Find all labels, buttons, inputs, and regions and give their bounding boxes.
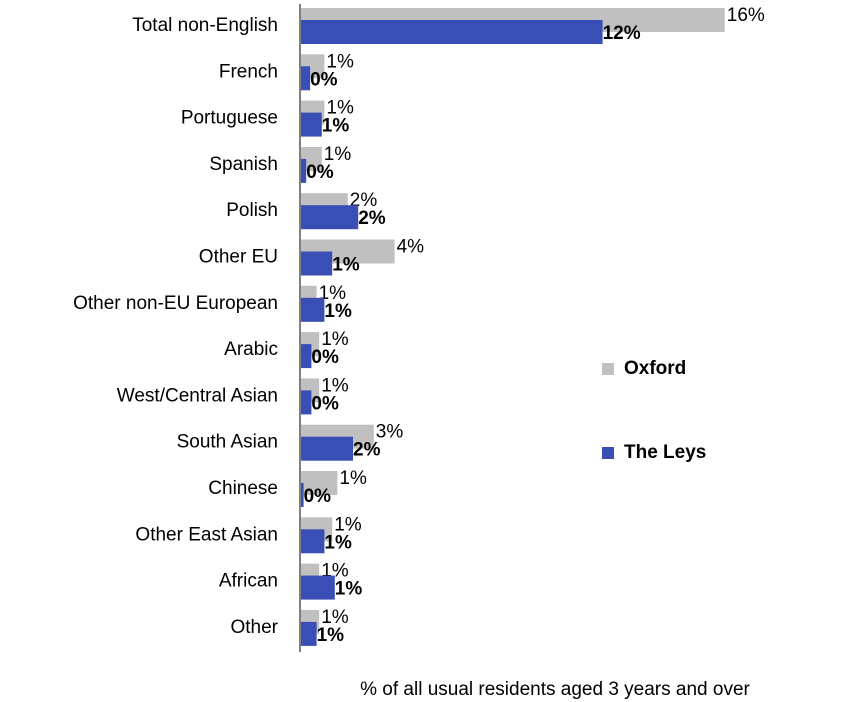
- value-label: 4%: [397, 237, 425, 258]
- y-tick-label: West/Central Asian: [117, 385, 278, 406]
- value-label: 1%: [324, 532, 352, 553]
- y-tick-label: Other: [230, 617, 278, 638]
- bar: [301, 529, 325, 554]
- value-label: 1%: [339, 468, 367, 489]
- bar: [301, 158, 307, 183]
- bar: [301, 471, 338, 495]
- value-label: 1%: [321, 329, 349, 350]
- value-label: 1%: [326, 51, 354, 72]
- y-tick-label: Other East Asian: [135, 524, 278, 545]
- value-label: 1%: [326, 98, 354, 119]
- y-tick-label: French: [219, 61, 278, 82]
- bar: [301, 436, 353, 461]
- value-label: 2%: [353, 440, 381, 461]
- legend-label: The Leys: [624, 442, 706, 463]
- bar: [301, 621, 317, 646]
- value-label: 0%: [306, 162, 334, 183]
- value-label: 12%: [603, 23, 641, 44]
- value-label: 0%: [310, 69, 338, 90]
- y-tick-label: Other non-EU European: [73, 293, 278, 314]
- y-tick-label: Spanish: [209, 154, 278, 175]
- value-label: 3%: [376, 422, 404, 443]
- y-tick-label: Other EU: [199, 247, 278, 268]
- value-label: 1%: [335, 579, 363, 600]
- y-tick-label: Polish: [226, 200, 278, 221]
- y-tick-label: Arabic: [224, 339, 278, 360]
- value-label: 1%: [334, 514, 362, 535]
- value-label: 1%: [324, 301, 352, 322]
- bar: [301, 390, 312, 415]
- legend-label: Oxford: [624, 358, 686, 379]
- value-label: 1%: [319, 283, 347, 304]
- y-tick-label: Chinese: [208, 478, 278, 499]
- y-tick-label: Portuguese: [181, 108, 278, 129]
- value-label: 2%: [358, 208, 386, 229]
- legend-swatch: [602, 447, 614, 459]
- y-tick-label: Total non-English: [132, 15, 278, 36]
- value-label: 1%: [317, 625, 345, 646]
- bar: [301, 344, 312, 369]
- value-label: 1%: [321, 375, 349, 396]
- bar: [301, 66, 311, 91]
- value-label: 1%: [321, 607, 349, 628]
- bar: [301, 112, 322, 137]
- bar: [301, 483, 304, 507]
- bar: [301, 20, 603, 44]
- y-tick-label: South Asian: [177, 432, 278, 453]
- x-axis-label: % of all usual residents aged 3 years an…: [360, 679, 750, 700]
- value-label: 1%: [332, 255, 360, 276]
- value-label: 16%: [727, 5, 765, 26]
- value-label: 0%: [311, 347, 339, 368]
- bar: [301, 251, 333, 276]
- bar: [301, 575, 335, 600]
- legend-swatch: [602, 363, 614, 375]
- value-label: 1%: [322, 116, 350, 137]
- bar: [301, 205, 359, 230]
- value-label: 1%: [324, 144, 352, 165]
- bar: [301, 297, 325, 322]
- y-tick-label: African: [219, 571, 278, 592]
- value-label: 0%: [311, 393, 339, 414]
- value-label: 0%: [304, 486, 332, 507]
